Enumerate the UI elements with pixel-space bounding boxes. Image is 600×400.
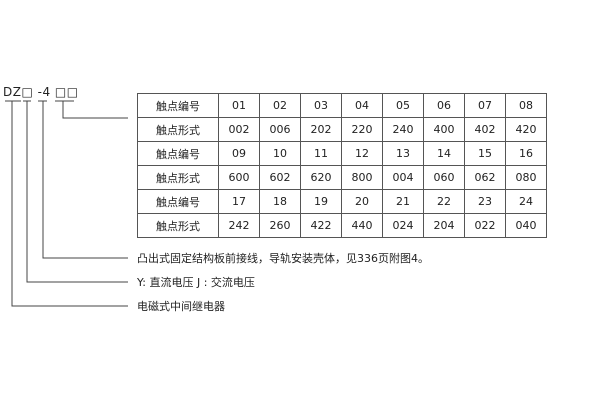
note-voltage: Y: 直流电压 J : 交流电压: [137, 276, 255, 289]
table-row: 触点形式 242 260 422 440 024 204 022 040: [137, 213, 547, 238]
table-cell: 060: [423, 165, 465, 190]
row-label: 触点形式: [137, 165, 219, 190]
table-cell: 05: [382, 93, 424, 118]
table-cell: 220: [341, 117, 383, 142]
table-cell: 240: [382, 117, 424, 142]
table-cell: 04: [341, 93, 383, 118]
table-cell: 402: [464, 117, 506, 142]
table-cell: 13: [382, 141, 424, 166]
table-cell: 15: [464, 141, 506, 166]
leader-line-contacts-table: [62, 101, 128, 119]
table-cell: 23: [464, 189, 506, 214]
table-row: 触点编号 01 02 03 04 05 06 07 08: [137, 93, 547, 118]
table-row: 触点编号 09 10 11 12 13 14 15 16: [137, 141, 547, 166]
leader-line-voltage: [26, 101, 128, 283]
table-cell: 11: [300, 141, 342, 166]
table-cell: 202: [300, 117, 342, 142]
table-cell: 06: [423, 93, 465, 118]
table-cell: 17: [218, 189, 260, 214]
table-cell: 602: [259, 165, 301, 190]
table-row: 触点编号 17 18 19 20 21 22 23 24: [137, 189, 547, 214]
table-cell: 19: [300, 189, 342, 214]
table-cell: 22: [423, 189, 465, 214]
model-code: DZ□ -4 □□: [3, 85, 79, 99]
table-cell: 022: [464, 213, 506, 238]
table-cell: 260: [259, 213, 301, 238]
row-label: 触点编号: [137, 141, 219, 166]
table-cell: 01: [218, 93, 260, 118]
table-cell: 024: [382, 213, 424, 238]
table-cell: 002: [218, 117, 260, 142]
table-cell: 09: [218, 141, 260, 166]
table-cell: 16: [505, 141, 547, 166]
row-label: 触点形式: [137, 117, 219, 142]
table-cell: 400: [423, 117, 465, 142]
table-cell: 004: [382, 165, 424, 190]
table-cell: 03: [300, 93, 342, 118]
table-cell: 006: [259, 117, 301, 142]
table-cell: 02: [259, 93, 301, 118]
table-cell: 20: [341, 189, 383, 214]
row-label: 触点编号: [137, 189, 219, 214]
table-cell: 204: [423, 213, 465, 238]
table-cell: 800: [341, 165, 383, 190]
leader-line-structure: [42, 101, 128, 259]
table-row: 触点形式 600 602 620 800 004 060 062 080: [137, 165, 547, 190]
table-cell: 07: [464, 93, 506, 118]
note-relay-type: 电磁式中间继电器: [137, 300, 225, 313]
table-cell: 12: [341, 141, 383, 166]
row-label: 触点形式: [137, 213, 219, 238]
table-cell: 242: [218, 213, 260, 238]
table-cell: 420: [505, 117, 547, 142]
table-cell: 21: [382, 189, 424, 214]
contact-table: 触点编号 01 02 03 04 05 06 07 08 触点形式 002 006 202 220 240 4…: [137, 93, 547, 238]
table-cell: 080: [505, 165, 547, 190]
table-cell: 600: [218, 165, 260, 190]
table-cell: 062: [464, 165, 506, 190]
note-structure: 凸出式固定结构板前接线，导轨安装壳体，见336页附图4。: [137, 252, 429, 265]
table-cell: 040: [505, 213, 547, 238]
table-cell: 08: [505, 93, 547, 118]
table-cell: 24: [505, 189, 547, 214]
table-cell: 422: [300, 213, 342, 238]
table-cell: 620: [300, 165, 342, 190]
table-cell: 440: [341, 213, 383, 238]
leader-line-type: [11, 101, 128, 307]
table-cell: 18: [259, 189, 301, 214]
row-label: 触点编号: [137, 93, 219, 118]
table-cell: 14: [423, 141, 465, 166]
table-row: 触点形式 002 006 202 220 240 400 402 420: [137, 117, 547, 142]
table-cell: 10: [259, 141, 301, 166]
